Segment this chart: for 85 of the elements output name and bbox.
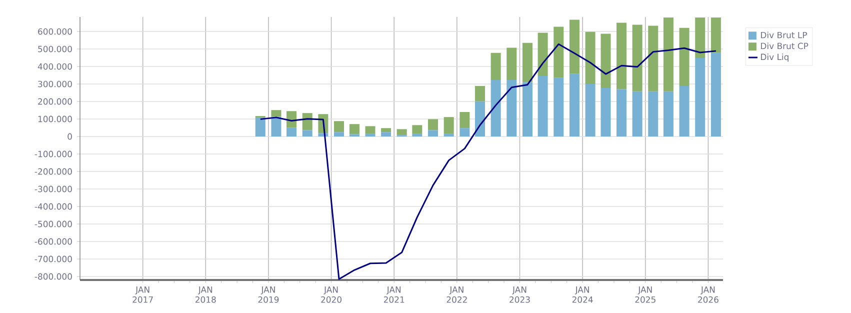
bar (334, 121, 344, 132)
legend-label: Div Brut CP (761, 42, 808, 50)
bar (396, 129, 407, 136)
bar (538, 76, 548, 137)
y-tick-label: -200.000 (34, 168, 72, 175)
bar (710, 18, 721, 53)
bar (710, 52, 721, 137)
bar (428, 119, 438, 130)
bar (695, 58, 706, 137)
bar (648, 26, 658, 92)
bar (600, 34, 611, 88)
x-tick-label: JAN 2021 (384, 286, 404, 303)
x-tick-label: JAN 2017 (132, 286, 153, 303)
bar (490, 80, 501, 137)
bar (679, 86, 690, 137)
bar (381, 128, 392, 132)
bar (428, 130, 438, 137)
bar (506, 48, 517, 80)
bar (460, 128, 470, 137)
bar (490, 52, 501, 80)
bar (286, 128, 297, 137)
bar (648, 91, 658, 137)
bar (271, 116, 282, 137)
bar (349, 124, 360, 134)
bar (679, 28, 690, 86)
y-tick-label: -400.000 (34, 203, 72, 210)
x-tick-label: JAN 2025 (635, 286, 656, 303)
bar (444, 117, 454, 134)
bar (585, 84, 596, 137)
bar (506, 80, 517, 137)
x-tick-label: JAN 2026 (698, 286, 718, 303)
bar (381, 132, 392, 137)
bar (632, 24, 642, 92)
y-tick-label: 400.000 (38, 63, 72, 70)
bar (616, 22, 627, 90)
x-tick-label: JAN 2019 (258, 286, 279, 303)
bar (302, 113, 312, 130)
bar (522, 42, 532, 82)
x-tick-label: JAN 2018 (195, 286, 216, 303)
bar (616, 89, 627, 137)
x-tick-label: JAN 2023 (510, 286, 530, 303)
bar (569, 20, 580, 74)
bar (412, 125, 422, 134)
legend-label: Div Brut LP (761, 32, 807, 38)
y-tick-label: -700.000 (34, 256, 72, 262)
bar (255, 117, 266, 137)
bar (632, 91, 642, 137)
y-tick-label: 200.000 (38, 98, 72, 105)
y-tick-label: 0 (68, 133, 72, 140)
x-tick-label: JAN 2020 (321, 286, 342, 303)
y-tick-label: 100.000 (38, 116, 72, 122)
bar (412, 134, 422, 137)
bar (334, 132, 344, 137)
bar (522, 82, 532, 137)
bar (474, 86, 485, 102)
y-tick-label: -300.000 (34, 186, 72, 192)
legend-label: Div Liq (761, 54, 788, 62)
bar (554, 26, 564, 78)
y-tick-label: -600.000 (34, 238, 72, 245)
bar (286, 111, 297, 128)
y-tick-label: 500.000 (38, 46, 72, 52)
bar (302, 130, 312, 137)
y-tick-label: -500.000 (34, 220, 72, 228)
bar (663, 18, 674, 92)
bar (663, 91, 674, 137)
bar (538, 32, 548, 76)
bar (569, 74, 580, 137)
bar (271, 110, 282, 117)
line-series (260, 43, 717, 280)
bar (444, 134, 454, 137)
bar (349, 134, 360, 137)
y-tick-label: 600.000 (38, 28, 72, 35)
y-tick-label: -100.000 (34, 150, 72, 158)
bar (695, 18, 706, 58)
x-tick-label: JAN 2022 (446, 286, 467, 303)
bar (554, 78, 564, 137)
bar (365, 134, 376, 137)
y-tick-label: -800.000 (34, 273, 72, 280)
bar (585, 32, 596, 84)
y-tick-label: 300.000 (38, 80, 72, 88)
x-tick-label: JAN 2024 (572, 286, 593, 303)
bar (460, 112, 470, 128)
bar (474, 101, 485, 137)
bar (600, 88, 611, 137)
bar (365, 126, 376, 134)
